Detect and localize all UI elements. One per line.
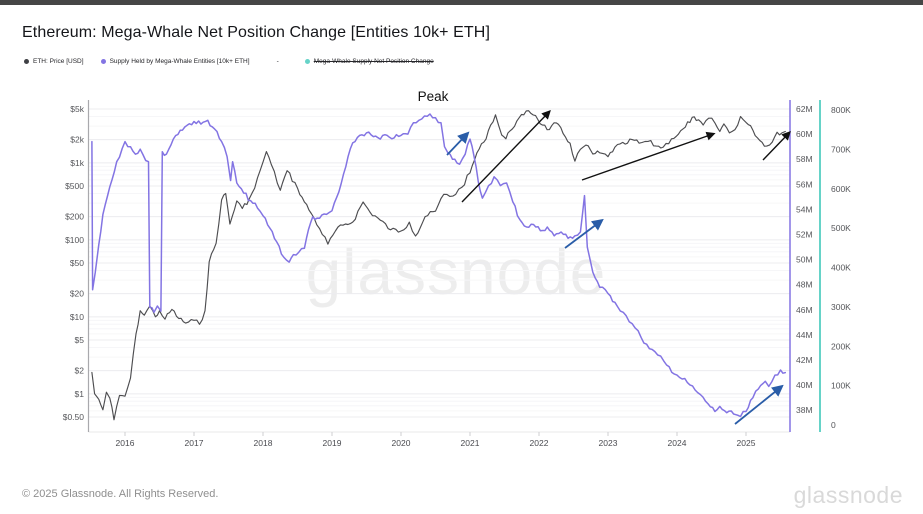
year-tick-label: 2025	[737, 438, 756, 448]
price-tick-label: $500	[65, 181, 84, 191]
net-position-tick-label: 200K	[831, 341, 851, 351]
price-tick-label: $2k	[70, 135, 84, 145]
window-top-bar	[0, 0, 923, 5]
year-tick-label: 2021	[461, 438, 480, 448]
supply-tick-label: 50M	[796, 255, 813, 265]
black-annotation-arrow	[581, 131, 716, 181]
supply-tick-label: 56M	[796, 179, 813, 189]
year-tick-label: 2023	[599, 438, 618, 448]
price-tick-label: $20	[70, 289, 84, 299]
net-position-tick-label: 300K	[831, 302, 851, 312]
supply-tick-label: 44M	[796, 330, 813, 340]
chart-legend: ETH: Price [USD] Supply Held by Mega-Wha…	[24, 58, 451, 65]
eth-price-dot-icon	[24, 59, 29, 64]
price-tick-label: $10	[70, 312, 84, 322]
net-position-tick-label: 600K	[831, 184, 851, 194]
supply-tick-label: 52M	[796, 230, 813, 240]
legend-separator: -	[276, 58, 279, 65]
legend-label-net-position: Mega-Whale Supply Net Position Change	[313, 58, 434, 65]
price-tick-label: $5k	[70, 104, 84, 114]
legend-item-eth-price[interactable]: ETH: Price [USD]	[24, 58, 84, 65]
black-annotation-arrow	[762, 131, 791, 161]
whale-supply-dot-icon	[100, 59, 106, 64]
year-tick-label: 2016	[116, 438, 135, 448]
net-position-tick-label: 700K	[831, 144, 851, 154]
eth-price-line	[91, 110, 786, 421]
price-tick-label: $200	[65, 212, 84, 222]
net-position-tick-label: 500K	[831, 223, 851, 233]
legend-item-whale-supply[interactable]: Supply Held by Mega-Whale Entities [10k+…	[100, 58, 250, 65]
year-tick-label: 2017	[185, 438, 204, 448]
year-tick-label: 2024	[668, 438, 687, 448]
price-tick-label: $0.50	[63, 412, 85, 422]
legend-label-eth-price: ETH: Price [USD]	[33, 58, 84, 65]
net-position-tick-label: 0	[831, 420, 836, 430]
net-position-tick-label: 100K	[831, 381, 851, 391]
chart-canvas[interactable]: $5k $2k $1k $500 $200 $100 $50 $20 $10 $5 $2 $1 $0.5…	[0, 80, 923, 470]
whale-supply-line	[91, 113, 787, 418]
supply-tick-label: 40M	[796, 380, 813, 390]
supply-tick-label: 58M	[796, 154, 813, 164]
year-tick-label: 2018	[254, 438, 273, 448]
year-tick-label: 2019	[323, 438, 342, 448]
price-tick-label: $2	[75, 366, 85, 376]
year-tick-label: 2022	[530, 438, 549, 448]
net-position-dot-icon	[304, 59, 310, 64]
legend-item-net-position[interactable]: Mega-Whale Supply Net Position Change	[304, 58, 434, 65]
net-position-tick-label: 400K	[831, 263, 851, 273]
page-title: Ethereum: Mega-Whale Net Position Change…	[22, 24, 490, 41]
peak-annotation-label: Peak	[418, 89, 449, 104]
price-tick-label: $100	[65, 235, 84, 245]
year-tick-label: 2020	[392, 438, 411, 448]
supply-tick-label: 42M	[796, 355, 813, 365]
net-position-tick-label: 800K	[831, 105, 851, 115]
price-tick-label: $1k	[70, 158, 84, 168]
supply-tick-label: 62M	[796, 104, 813, 114]
supply-tick-label: 46M	[796, 305, 813, 315]
price-tick-label: $50	[70, 258, 84, 268]
blue-annotation-arrow	[446, 131, 470, 156]
supply-tick-label: 38M	[796, 405, 813, 415]
legend-label-whale-supply: Supply Held by Mega-Whale Entities [10k+…	[109, 58, 250, 65]
copyright-text: © 2025 Glassnode. All Rights Reserved.	[22, 488, 219, 500]
glassnode-logo: glassnode	[793, 482, 903, 508]
blue-annotation-arrow	[734, 384, 784, 425]
price-tick-label: $1	[75, 389, 85, 399]
supply-tick-label: 60M	[796, 129, 813, 139]
supply-tick-label: 54M	[796, 204, 813, 214]
supply-tick-label: 48M	[796, 280, 813, 290]
price-tick-label: $5	[75, 335, 85, 345]
blue-annotation-arrow	[564, 218, 604, 249]
black-annotation-arrow	[461, 110, 551, 203]
